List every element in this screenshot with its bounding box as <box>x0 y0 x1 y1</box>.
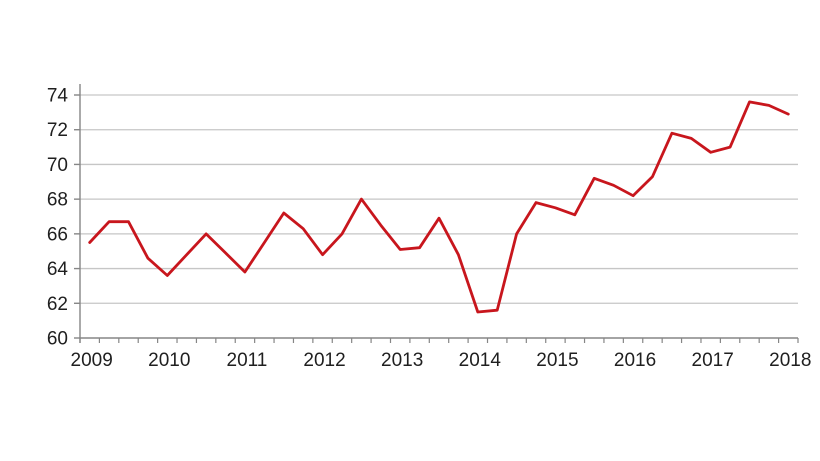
x-tick-label: 2015 <box>536 350 578 371</box>
x-tick-label: 2018 <box>769 350 811 371</box>
y-tick-label: 68 <box>47 190 68 211</box>
x-tick-label: 2013 <box>381 350 423 371</box>
y-tick-label: 62 <box>47 294 68 315</box>
gridlines-group <box>80 94 798 304</box>
y-tick-label: 66 <box>47 224 68 245</box>
y-tick-label: 64 <box>47 259 69 280</box>
x-tick-label: 2017 <box>692 350 734 371</box>
x-tick-label: 2010 <box>148 350 190 371</box>
x-tick-label: 2011 <box>227 350 268 371</box>
y-tick-label: 70 <box>47 155 68 176</box>
y-tick-label: 60 <box>47 329 68 350</box>
x-ticks-group <box>79 338 799 343</box>
y-ticks-group: 60 62 64 66 68 70 72 74 <box>47 86 80 350</box>
y-tick-label: 72 <box>47 120 68 141</box>
x-labels-group: 2009 2010 2011 2012 2013 2014 2015 2016 2017 2018 <box>71 350 812 371</box>
y-tick-label: 74 <box>47 86 69 107</box>
x-tick-label: 2012 <box>303 350 345 371</box>
series-line <box>88 100 790 314</box>
x-tick-label: 2014 <box>459 350 502 371</box>
x-tick-label: 2016 <box>614 350 656 371</box>
axes-group <box>79 84 798 343</box>
x-tick-label: 2009 <box>71 350 113 371</box>
